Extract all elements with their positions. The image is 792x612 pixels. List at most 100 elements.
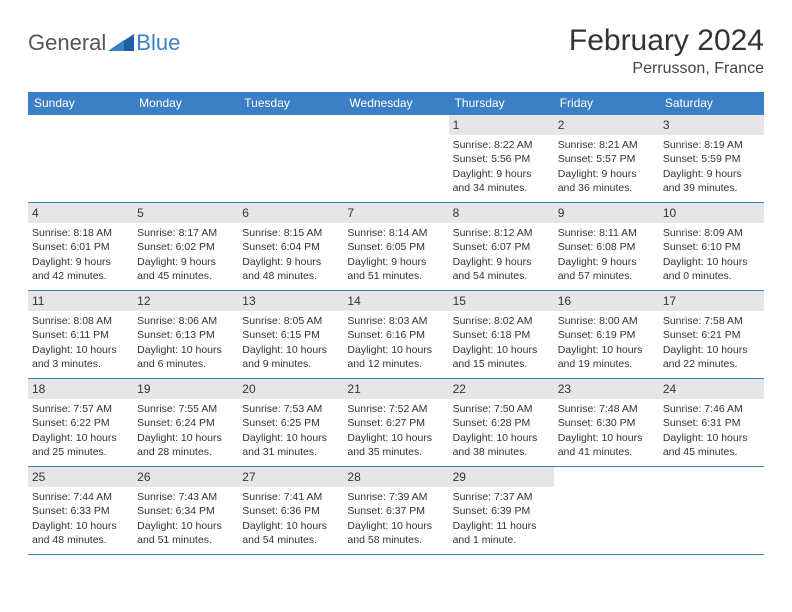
daylight-text: Daylight: 9 hours and 45 minutes.	[137, 255, 234, 283]
day-number: 24	[659, 379, 764, 399]
calendar-body: 1Sunrise: 8:22 AMSunset: 5:56 PMDaylight…	[28, 115, 764, 555]
calendar-week-row: 18Sunrise: 7:57 AMSunset: 6:22 PMDayligh…	[28, 379, 764, 467]
calendar-cell: 14Sunrise: 8:03 AMSunset: 6:16 PMDayligh…	[343, 291, 448, 379]
brand-logo: General Blue	[28, 30, 180, 56]
sunset-text: Sunset: 6:19 PM	[558, 328, 655, 342]
daylight-text: Daylight: 10 hours and 54 minutes.	[242, 519, 339, 547]
sunrise-text: Sunrise: 8:22 AM	[453, 138, 550, 152]
sunset-text: Sunset: 6:24 PM	[137, 416, 234, 430]
day-number: 17	[659, 291, 764, 311]
page-title: February 2024	[569, 24, 764, 58]
daylight-text: Daylight: 9 hours and 34 minutes.	[453, 167, 550, 195]
sunrise-text: Sunrise: 7:53 AM	[242, 402, 339, 416]
sunset-text: Sunset: 6:07 PM	[453, 240, 550, 254]
calendar-week-row: 25Sunrise: 7:44 AMSunset: 6:33 PMDayligh…	[28, 467, 764, 555]
day-header: Saturday	[659, 92, 764, 115]
sunrise-text: Sunrise: 7:41 AM	[242, 490, 339, 504]
sunrise-text: Sunrise: 7:50 AM	[453, 402, 550, 416]
daylight-text: Daylight: 9 hours and 36 minutes.	[558, 167, 655, 195]
day-number: 15	[449, 291, 554, 311]
brand-part2: Blue	[136, 30, 180, 56]
day-number: 16	[554, 291, 659, 311]
calendar-cell: 24Sunrise: 7:46 AMSunset: 6:31 PMDayligh…	[659, 379, 764, 467]
daylight-text: Daylight: 10 hours and 41 minutes.	[558, 431, 655, 459]
daylight-text: Daylight: 10 hours and 51 minutes.	[137, 519, 234, 547]
sunset-text: Sunset: 6:08 PM	[558, 240, 655, 254]
sunset-text: Sunset: 6:30 PM	[558, 416, 655, 430]
calendar-week-row: 1Sunrise: 8:22 AMSunset: 5:56 PMDaylight…	[28, 115, 764, 203]
daylight-text: Daylight: 10 hours and 19 minutes.	[558, 343, 655, 371]
day-header: Thursday	[449, 92, 554, 115]
sunrise-text: Sunrise: 8:00 AM	[558, 314, 655, 328]
calendar-table: Sunday Monday Tuesday Wednesday Thursday…	[28, 92, 764, 555]
daylight-text: Daylight: 10 hours and 31 minutes.	[242, 431, 339, 459]
day-number: 8	[449, 203, 554, 223]
day-number: 18	[28, 379, 133, 399]
day-number: 1	[449, 115, 554, 135]
calendar-cell: 7Sunrise: 8:14 AMSunset: 6:05 PMDaylight…	[343, 203, 448, 291]
title-block: February 2024 Perrusson, France	[569, 24, 764, 78]
day-header-row: Sunday Monday Tuesday Wednesday Thursday…	[28, 92, 764, 115]
calendar-week-row: 4Sunrise: 8:18 AMSunset: 6:01 PMDaylight…	[28, 203, 764, 291]
sunset-text: Sunset: 6:31 PM	[663, 416, 760, 430]
day-number: 19	[133, 379, 238, 399]
day-number: 21	[343, 379, 448, 399]
sunrise-text: Sunrise: 7:37 AM	[453, 490, 550, 504]
calendar-cell: 28Sunrise: 7:39 AMSunset: 6:37 PMDayligh…	[343, 467, 448, 555]
daylight-text: Daylight: 10 hours and 15 minutes.	[453, 343, 550, 371]
day-header: Tuesday	[238, 92, 343, 115]
sunset-text: Sunset: 6:39 PM	[453, 504, 550, 518]
day-number: 12	[133, 291, 238, 311]
day-number	[554, 467, 659, 471]
sunset-text: Sunset: 6:37 PM	[347, 504, 444, 518]
day-number: 2	[554, 115, 659, 135]
sunrise-text: Sunrise: 7:52 AM	[347, 402, 444, 416]
sunrise-text: Sunrise: 7:43 AM	[137, 490, 234, 504]
calendar-cell: 21Sunrise: 7:52 AMSunset: 6:27 PMDayligh…	[343, 379, 448, 467]
calendar-cell: 2 Sunrise: 8:21 AMSunset: 5:57 PMDaylight…	[554, 115, 659, 203]
calendar-cell: 22Sunrise: 7:50 AMSunset: 6:28 PMDayligh…	[449, 379, 554, 467]
sunset-text: Sunset: 6:01 PM	[32, 240, 129, 254]
daylight-text: Daylight: 10 hours and 28 minutes.	[137, 431, 234, 459]
sunset-text: Sunset: 6:22 PM	[32, 416, 129, 430]
calendar-cell: 9Sunrise: 8:11 AMSunset: 6:08 PMDaylight…	[554, 203, 659, 291]
sunset-text: Sunset: 6:13 PM	[137, 328, 234, 342]
day-number: 5	[133, 203, 238, 223]
day-number: 20	[238, 379, 343, 399]
sunset-text: Sunset: 5:57 PM	[558, 152, 655, 166]
day-number	[659, 467, 764, 471]
sunrise-text: Sunrise: 8:12 AM	[453, 226, 550, 240]
calendar-cell: 29Sunrise: 7:37 AMSunset: 6:39 PMDayligh…	[449, 467, 554, 555]
sunrise-text: Sunrise: 8:17 AM	[137, 226, 234, 240]
sunset-text: Sunset: 6:02 PM	[137, 240, 234, 254]
calendar-cell: 25Sunrise: 7:44 AMSunset: 6:33 PMDayligh…	[28, 467, 133, 555]
daylight-text: Daylight: 9 hours and 42 minutes.	[32, 255, 129, 283]
daylight-text: Daylight: 10 hours and 25 minutes.	[32, 431, 129, 459]
sunrise-text: Sunrise: 8:09 AM	[663, 226, 760, 240]
calendar-cell: 19Sunrise: 7:55 AMSunset: 6:24 PMDayligh…	[133, 379, 238, 467]
calendar-cell: 12 Sunrise: 8:06 AMSunset: 6:13 PMDayligh…	[133, 291, 238, 379]
day-number: 26	[133, 467, 238, 487]
sunrise-text: Sunrise: 7:48 AM	[558, 402, 655, 416]
day-number: 10	[659, 203, 764, 223]
calendar-cell	[554, 467, 659, 555]
day-number: 7	[343, 203, 448, 223]
sunrise-text: Sunrise: 8:19 AM	[663, 138, 760, 152]
sunrise-text: Sunrise: 8:21 AM	[558, 138, 655, 152]
calendar-cell	[238, 115, 343, 203]
calendar-cell: 10Sunrise: 8:09 AMSunset: 6:10 PMDayligh…	[659, 203, 764, 291]
daylight-text: Daylight: 10 hours and 0 minutes.	[663, 255, 760, 283]
calendar-cell	[343, 115, 448, 203]
day-number	[28, 115, 133, 119]
day-header: Wednesday	[343, 92, 448, 115]
sunset-text: Sunset: 6:27 PM	[347, 416, 444, 430]
sunset-text: Sunset: 6:16 PM	[347, 328, 444, 342]
sunrise-text: Sunrise: 8:03 AM	[347, 314, 444, 328]
sunrise-text: Sunrise: 8:11 AM	[558, 226, 655, 240]
sunrise-text: Sunrise: 8:06 AM	[137, 314, 234, 328]
day-number: 22	[449, 379, 554, 399]
daylight-text: Daylight: 10 hours and 22 minutes.	[663, 343, 760, 371]
sunset-text: Sunset: 6:36 PM	[242, 504, 339, 518]
daylight-text: Daylight: 10 hours and 6 minutes.	[137, 343, 234, 371]
sunset-text: Sunset: 6:25 PM	[242, 416, 339, 430]
